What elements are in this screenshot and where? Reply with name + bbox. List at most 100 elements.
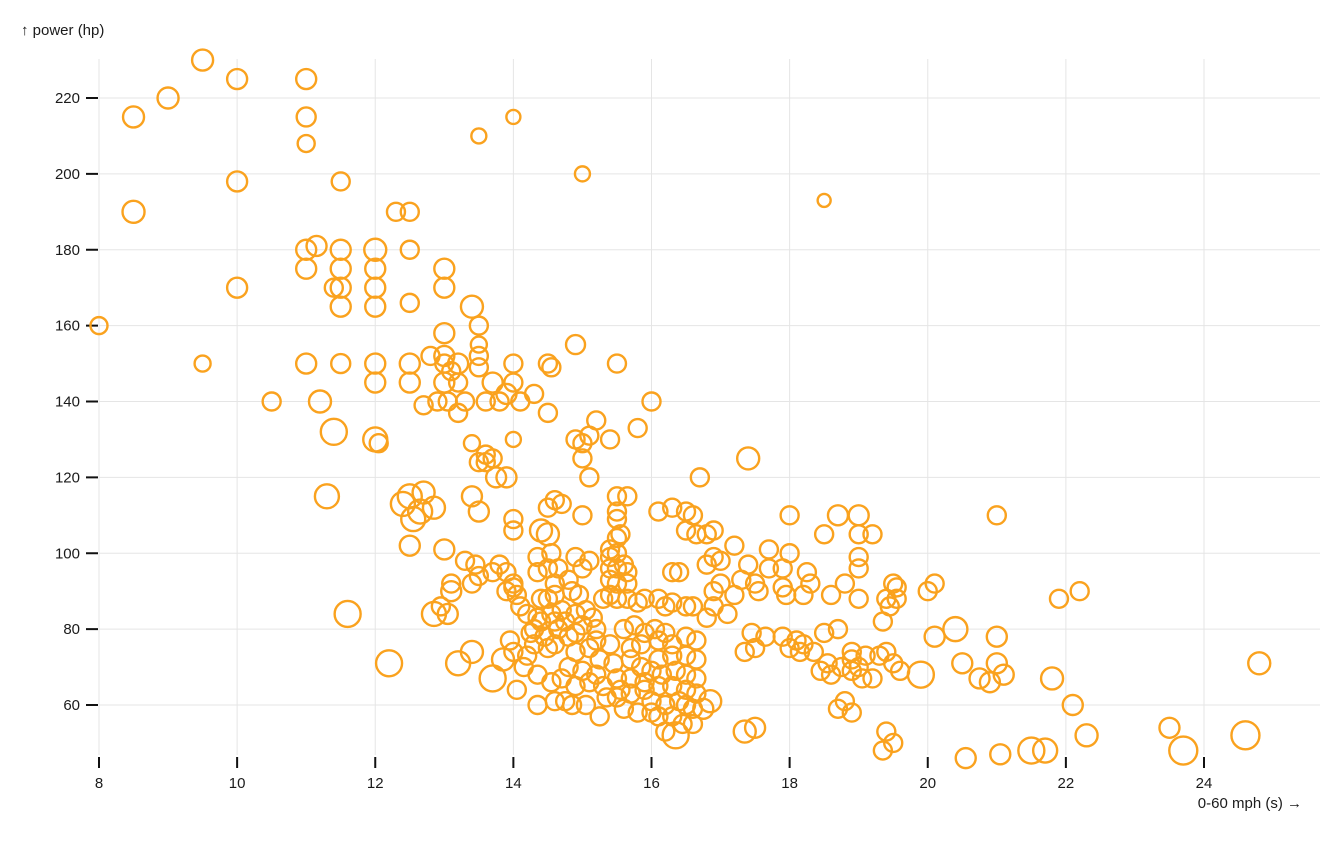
x-tick-label: 24 <box>1196 775 1213 792</box>
data-point <box>503 372 524 393</box>
data-point <box>826 504 850 527</box>
data-point <box>436 602 459 626</box>
data-point <box>717 603 738 625</box>
data-point <box>537 402 559 424</box>
data-point <box>564 333 587 356</box>
y-tick-label: 80 <box>63 621 80 638</box>
data-point <box>433 322 456 345</box>
data-point <box>399 201 420 223</box>
data-point <box>779 637 800 659</box>
data-point <box>294 352 318 375</box>
data-point <box>606 353 628 374</box>
data-point <box>548 558 569 579</box>
data-point <box>586 630 607 651</box>
data-point <box>363 237 388 262</box>
y-tick-label: 200 <box>55 166 80 183</box>
data-point <box>441 573 462 594</box>
data-point <box>989 743 1012 766</box>
data-point <box>427 391 448 412</box>
data-point <box>468 315 490 336</box>
data-point <box>503 520 524 541</box>
data-point <box>330 171 351 192</box>
data-point <box>513 656 534 678</box>
data-point <box>121 199 146 225</box>
data-point <box>430 596 452 617</box>
data-point <box>606 486 628 507</box>
data-point <box>696 554 717 575</box>
data-point <box>851 668 873 689</box>
y-tick-label: 140 <box>55 394 80 411</box>
y-tick-label: 160 <box>55 318 80 335</box>
x-tick-label: 8 <box>95 775 103 792</box>
data-point <box>440 579 463 603</box>
data-point <box>827 618 849 640</box>
data-point <box>575 694 597 716</box>
data-point <box>305 234 328 258</box>
data-point <box>454 391 476 412</box>
data-point <box>735 446 761 471</box>
data-point <box>855 645 876 666</box>
data-point <box>651 664 673 685</box>
x-tick-label: 16 <box>643 775 660 792</box>
data-point <box>813 524 835 545</box>
data-point <box>421 495 447 520</box>
data-point <box>579 467 600 488</box>
data-point <box>385 201 407 223</box>
data-point <box>634 588 655 609</box>
data-point <box>696 524 717 545</box>
data-point <box>675 520 697 541</box>
data-point <box>985 652 1009 675</box>
data-point <box>617 486 638 507</box>
data-point <box>803 641 824 663</box>
data-point <box>703 580 724 602</box>
data-point <box>810 660 831 682</box>
data-point <box>589 706 610 727</box>
data-point <box>834 573 856 594</box>
data-point <box>333 599 362 629</box>
data-point <box>461 573 483 594</box>
data-point <box>627 417 648 439</box>
data-point <box>743 716 767 739</box>
y-tick-label: 120 <box>55 469 80 486</box>
data-point <box>655 721 676 742</box>
data-point <box>698 689 723 714</box>
data-point <box>295 106 317 128</box>
data-point <box>527 562 548 583</box>
data-point <box>482 562 503 583</box>
x-tick-label: 14 <box>505 775 522 792</box>
data-point <box>923 625 946 648</box>
data-point <box>468 345 490 367</box>
data-point <box>696 607 717 628</box>
y-axis-title: ↑ power (hp) <box>21 22 105 39</box>
data-point <box>413 395 434 416</box>
data-point <box>886 577 907 598</box>
data-point <box>565 675 586 697</box>
data-point <box>848 588 869 609</box>
data-point <box>551 599 572 621</box>
data-point <box>627 702 648 723</box>
x-tick-label: 20 <box>919 775 936 792</box>
data-point <box>468 357 490 378</box>
data-point <box>364 371 387 394</box>
data-point <box>662 562 683 583</box>
data-point <box>523 634 545 655</box>
data-point <box>675 664 697 685</box>
data-point <box>620 668 641 689</box>
data-point <box>399 239 420 260</box>
data-point <box>506 584 528 606</box>
data-point <box>225 170 249 193</box>
data-point <box>496 580 517 602</box>
data-point <box>475 452 496 473</box>
data-point <box>796 562 818 583</box>
data-point <box>544 691 566 712</box>
data-point <box>433 276 456 299</box>
data-point <box>520 622 541 644</box>
data-point <box>606 527 628 549</box>
y-tick-label: 180 <box>55 242 80 259</box>
data-point <box>665 660 686 682</box>
data-point <box>662 592 683 613</box>
data-point <box>606 573 628 594</box>
data-point <box>644 618 666 640</box>
data-point <box>1247 651 1272 676</box>
